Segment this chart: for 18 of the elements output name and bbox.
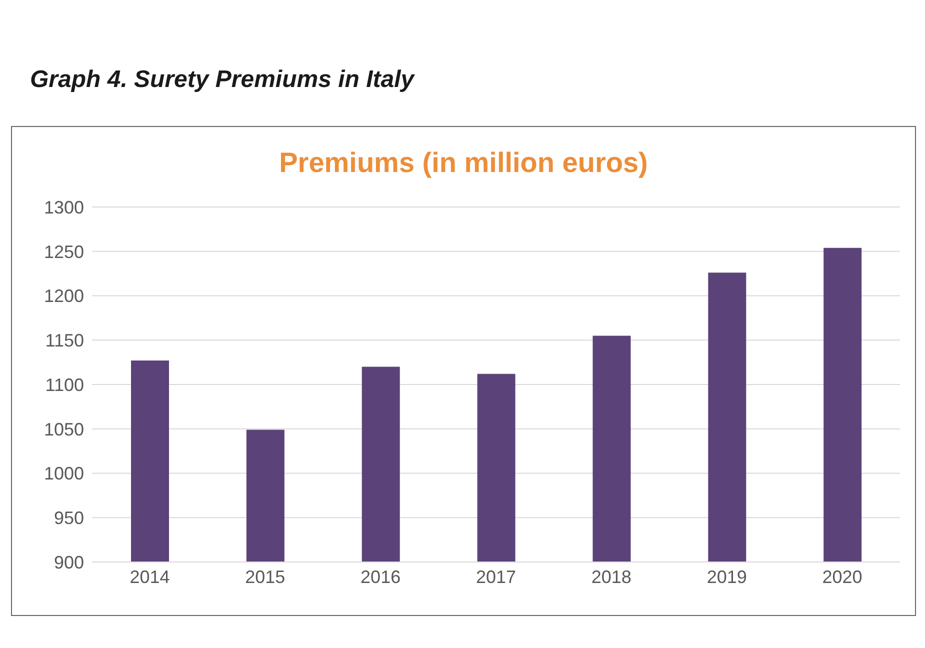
x-tick-label: 2014 — [130, 566, 170, 587]
chart-title: Graph 4. Surety Premiums in Italy — [29, 65, 416, 95]
y-tick-label: 950 — [54, 508, 84, 528]
x-tick-label: 2018 — [591, 566, 632, 587]
y-tick-label: 1050 — [44, 419, 84, 440]
x-tick-label: 2020 — [822, 566, 862, 587]
y-tick-label: 1300 — [44, 197, 84, 218]
x-tick-label: 2017 — [476, 566, 516, 587]
y-tick-label: 1100 — [45, 374, 84, 395]
y-tick-label: 900 — [54, 552, 84, 572]
y-tick-label: 1000 — [44, 464, 84, 484]
y-tick-label: 1250 — [44, 242, 84, 262]
x-tick-label: 2015 — [245, 566, 286, 587]
y-tick-label: 1200 — [44, 286, 84, 306]
y-tick-label: 1150 — [45, 330, 84, 351]
x-tick-label: 2019 — [706, 566, 747, 587]
chart-subtitle: Premiums (in million euros) — [278, 147, 649, 180]
x-tick-label: 2016 — [360, 566, 401, 587]
